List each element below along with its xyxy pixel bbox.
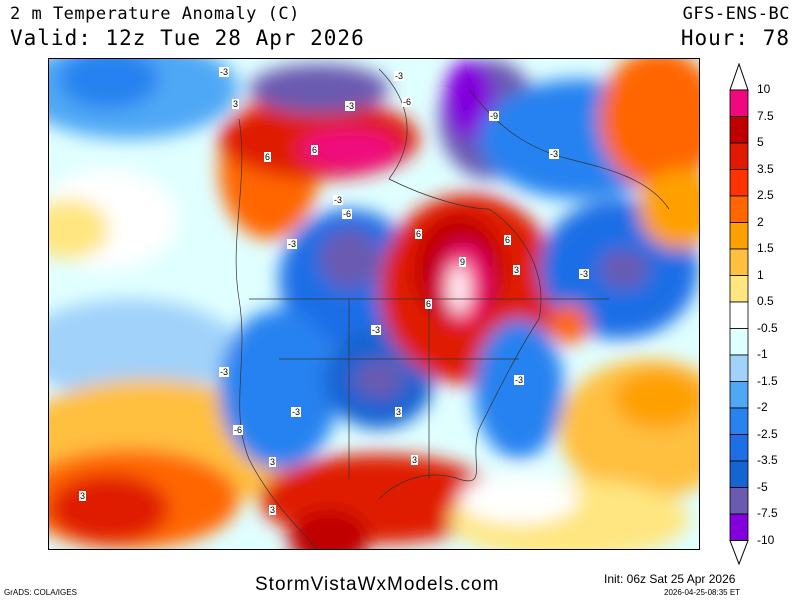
colorbar-segment bbox=[729, 301, 749, 329]
colorbar-label: -10 bbox=[757, 532, 775, 547]
colorbar-label: 10 bbox=[757, 82, 771, 96]
colorbar-label: -2.5 bbox=[757, 426, 778, 441]
contour-label: -3 bbox=[394, 71, 405, 81]
colorbar-label: 1 bbox=[757, 267, 764, 282]
colorbar-segment bbox=[729, 328, 749, 356]
contour-label: -3 bbox=[371, 325, 382, 335]
colorbar-segment bbox=[729, 275, 749, 303]
contour-label: 6 bbox=[264, 152, 272, 162]
colorbar-segment bbox=[729, 407, 749, 435]
contour-label: 3 bbox=[395, 407, 403, 417]
contour-label: -6 bbox=[342, 209, 353, 219]
colorbar-segment bbox=[729, 513, 749, 541]
generated-timestamp: 2026-04-25-08:35 ET bbox=[664, 588, 741, 597]
contour-label: -3 bbox=[345, 101, 356, 111]
colorbar-label: 7.5 bbox=[757, 108, 774, 123]
contour-label: 6 bbox=[425, 299, 433, 309]
contour-label: 6 bbox=[415, 229, 423, 239]
colorbar-label: 0.5 bbox=[757, 294, 774, 308]
colorbar-segment bbox=[729, 89, 749, 117]
colorbar-max-arrow bbox=[729, 63, 749, 91]
colorbar-segment bbox=[729, 248, 749, 276]
contour-label: 3 bbox=[232, 99, 240, 109]
model-name: GFS-ENS-BC bbox=[682, 4, 790, 24]
contour-label: 9 bbox=[459, 257, 467, 267]
colorbar-segment bbox=[729, 142, 749, 170]
contour-label: -3 bbox=[333, 195, 344, 205]
grads-credit: GrADS: COLA/IGES bbox=[4, 588, 77, 597]
colorbar-segment bbox=[729, 381, 749, 409]
colorbar-label: 2.5 bbox=[757, 188, 774, 202]
colorbar-label: 2 bbox=[757, 214, 764, 229]
contour-label: -3 bbox=[549, 149, 560, 159]
contour-label: -3 bbox=[579, 269, 590, 279]
contour-label: 3 bbox=[269, 505, 277, 515]
colorbar bbox=[729, 63, 749, 565]
anomaly-field bbox=[49, 59, 699, 549]
contour-label: 3 bbox=[79, 491, 87, 501]
valid-time: Valid: 12z Tue 28 Apr 2026 bbox=[10, 26, 365, 50]
colorbar-segment bbox=[729, 116, 749, 144]
colorbar-label: 3.5 bbox=[757, 161, 774, 176]
contour-label: -6 bbox=[402, 97, 413, 107]
colorbar-segment bbox=[729, 222, 749, 250]
colorbar-segment bbox=[729, 487, 749, 515]
colorbar-label: 5 bbox=[757, 135, 764, 149]
colorbar-label: -1.5 bbox=[757, 373, 778, 388]
map-title: 2 m Temperature Anomaly (C) bbox=[10, 4, 300, 24]
contour-label: -9 bbox=[489, 111, 500, 121]
colorbar-segment bbox=[729, 195, 749, 223]
colorbar-segment bbox=[729, 460, 749, 488]
colorbar-segment bbox=[729, 434, 749, 462]
contour-label: 3 bbox=[513, 265, 521, 275]
contour-label: 6 bbox=[504, 235, 512, 245]
contour-label: -6 bbox=[233, 425, 244, 435]
colorbar-label: -7.5 bbox=[757, 506, 778, 520]
init-time: Init: 06z Sat 25 Apr 2026 bbox=[604, 572, 736, 586]
contour-label: -3 bbox=[287, 239, 298, 249]
colorbar-segment bbox=[729, 169, 749, 197]
contour-label: -3 bbox=[291, 407, 302, 417]
site-name: StormVistaWxModels.com bbox=[255, 574, 500, 595]
forecast-hour: Hour: 78 bbox=[680, 26, 790, 50]
colorbar-label: -5 bbox=[757, 479, 768, 494]
colorbar-label: -3.5 bbox=[757, 453, 778, 467]
colorbar-label: 1.5 bbox=[757, 241, 774, 255]
contour-label: 6 bbox=[311, 145, 319, 155]
contour-label: 3 bbox=[269, 457, 277, 467]
contour-label: -3 bbox=[219, 67, 230, 77]
contour-label: 3 bbox=[411, 455, 419, 465]
colorbar-label: -0.5 bbox=[757, 320, 778, 335]
colorbar-label: -1 bbox=[757, 347, 768, 361]
temperature-anomaly-map: -3 -3 -3 -6 3 6 6 -3 -6 -3 6 6 9 6 3 -3 … bbox=[48, 58, 700, 550]
contour-label: -3 bbox=[514, 375, 525, 385]
contour-label: -3 bbox=[219, 367, 230, 377]
colorbar-segment bbox=[729, 354, 749, 382]
colorbar-label: -2 bbox=[757, 400, 768, 414]
colorbar-min-arrow bbox=[729, 540, 749, 565]
